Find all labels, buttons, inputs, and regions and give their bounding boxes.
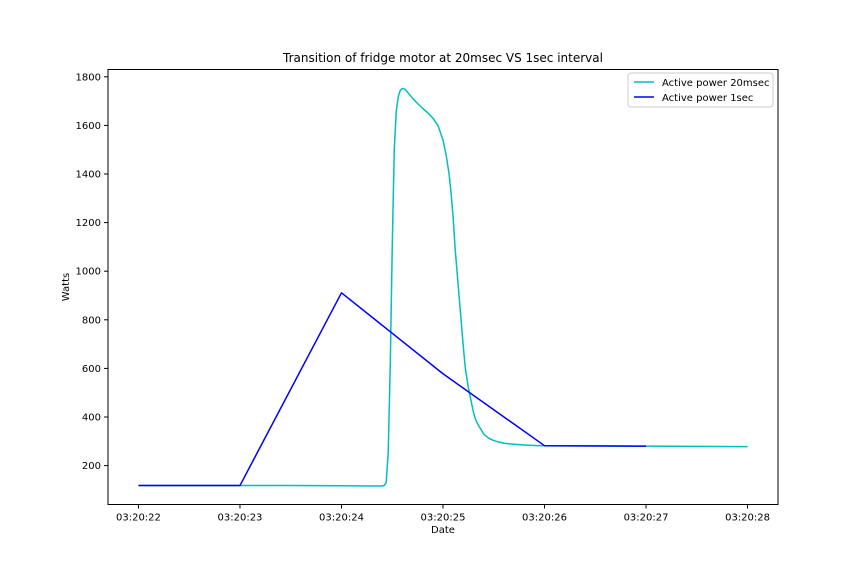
x-tick-label: 03:20:26 — [522, 513, 567, 524]
series-line-20msec — [138, 87, 748, 487]
y-tick-label: 600 — [82, 364, 101, 375]
plot-frame — [107, 69, 779, 505]
y-axis: 200 400 600 800 1000 1200 1400 1600 1800 — [76, 72, 108, 472]
series-line-1sec — [138, 292, 647, 487]
x-axis-label: Date — [431, 525, 455, 536]
legend: Active power 20msec Active power 1sec — [627, 72, 774, 108]
x-tick-label: 03:20:23 — [218, 513, 263, 524]
x-tick-label: 03:20:25 — [421, 513, 466, 524]
y-tick-label: 800 — [82, 315, 101, 326]
x-axis: 03:20:22 03:20:23 03:20:24 03:20:25 03:20:26… — [116, 504, 770, 524]
y-tick-label: 1800 — [76, 72, 101, 83]
legend-box — [627, 72, 774, 108]
chart-title: Transition of fridge motor at 20msec VS … — [282, 51, 603, 65]
y-tick-label: 1600 — [76, 121, 101, 132]
series-layer — [138, 87, 748, 487]
legend-label-1sec: Active power 1sec — [662, 93, 753, 104]
y-tick-label: 1400 — [76, 169, 101, 180]
x-tick-label: 03:20:28 — [725, 513, 770, 524]
x-tick-label: 03:20:22 — [116, 513, 161, 524]
legend-label-20msec: Active power 20msec — [662, 78, 770, 89]
x-tick-label: 03:20:24 — [319, 513, 364, 524]
y-axis-label: Watts — [61, 273, 72, 301]
y-tick-label: 1000 — [76, 267, 101, 278]
y-tick-label: 200 — [82, 461, 101, 472]
plot-area: 200 400 600 800 1000 1200 1400 1600 1800 03:20:2… — [76, 69, 779, 524]
y-tick-label: 1200 — [76, 218, 101, 229]
y-tick-label: 400 — [82, 413, 101, 424]
x-tick-label: 03:20:27 — [624, 513, 669, 524]
